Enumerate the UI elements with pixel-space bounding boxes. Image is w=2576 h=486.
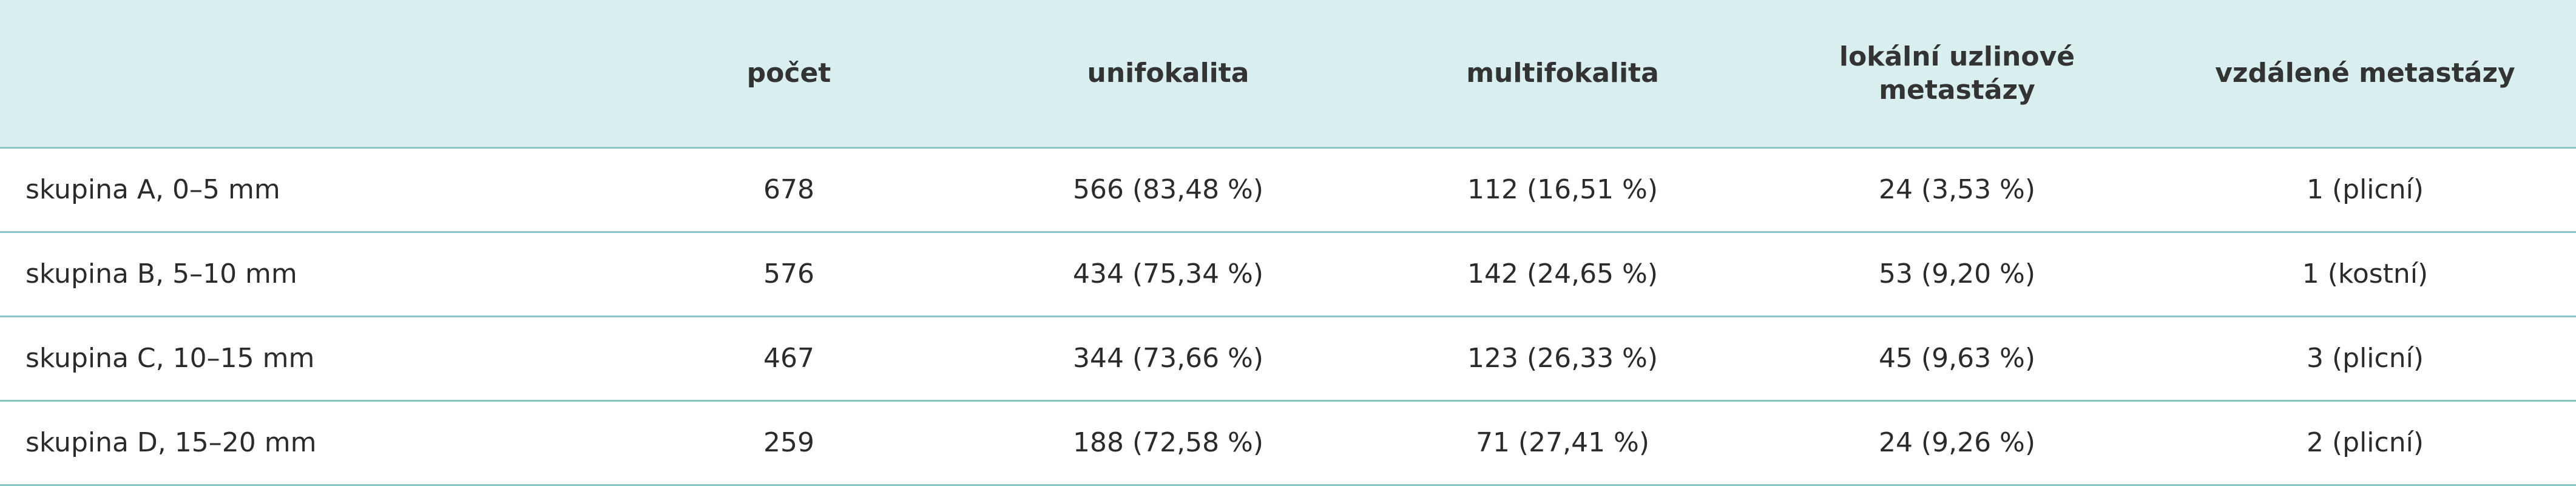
table-cell: 3 (plicní) bbox=[2307, 343, 2424, 374]
corner-cell bbox=[0, 0, 607, 147]
header-row: počet unifokalita multifokalita lokální uzl… bbox=[0, 0, 2576, 147]
row-label: skupina A, 0–5 mm bbox=[25, 174, 280, 205]
table-row: skupina A, 0–5 mm 678 566 (83,48 %) 112 (16… bbox=[0, 147, 2576, 232]
table-cell: 24 (9,26 %) bbox=[1878, 427, 2036, 458]
header-cell: vzdálené metastázy bbox=[2215, 58, 2515, 89]
table-cell: 344 (73,66 %) bbox=[1072, 343, 1264, 374]
header-cell: multifokalita bbox=[1466, 58, 1659, 89]
table-cell: 45 (9,63 %) bbox=[1878, 343, 2036, 374]
table-cell: 576 bbox=[763, 258, 814, 289]
table-row: skupina B, 5–10 mm 576 434 (75,34 %) 142 (2… bbox=[0, 232, 2576, 316]
header-cell: unifokalita bbox=[1087, 58, 1249, 89]
row-label: skupina C, 10–15 mm bbox=[25, 343, 315, 374]
table-row: skupina C, 10–15 mm 467 344 (73,66 %) 123 (… bbox=[0, 316, 2576, 400]
row-label: skupina D, 15–20 mm bbox=[25, 427, 317, 458]
table-cell: 434 (75,34 %) bbox=[1072, 258, 1264, 289]
header-cell: počet bbox=[746, 58, 831, 89]
table-cell: 142 (24,65 %) bbox=[1467, 258, 1658, 289]
table-cell: 1 (kostní) bbox=[2302, 258, 2429, 289]
table-cell: 467 bbox=[763, 343, 814, 374]
table-cell: 2 (plicní) bbox=[2307, 427, 2424, 458]
table-cell: 112 (16,51 %) bbox=[1467, 174, 1658, 205]
table-cell: 1 (plicní) bbox=[2307, 174, 2424, 205]
header-cell: lokální uzlinové metastázy bbox=[1839, 41, 2075, 106]
table-cell: 123 (26,33 %) bbox=[1467, 343, 1658, 374]
table-row: skupina D, 15–20 mm 259 188 (72,58 %) 71 (2… bbox=[0, 400, 2576, 485]
table-cell: 71 (27,41 %) bbox=[1475, 427, 1650, 458]
table-cell: 259 bbox=[763, 427, 814, 458]
table-cell: 53 (9,20 %) bbox=[1878, 258, 2036, 289]
table-cell: 24 (3,53 %) bbox=[1878, 174, 2036, 205]
table-cell: 188 (72,58 %) bbox=[1072, 427, 1264, 458]
row-label: skupina B, 5–10 mm bbox=[25, 258, 297, 289]
table-cell: 678 bbox=[763, 174, 814, 205]
table-body: skupina A, 0–5 mm 678 566 (83,48 %) 112 (16… bbox=[0, 147, 2576, 485]
table-cell: 566 (83,48 %) bbox=[1072, 174, 1264, 205]
